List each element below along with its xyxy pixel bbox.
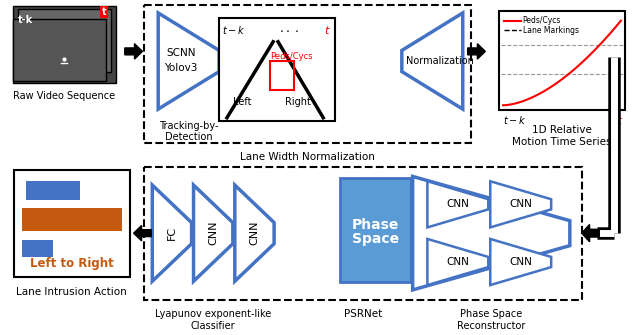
Text: Yolov3: Yolov3 bbox=[164, 63, 198, 73]
Text: CNN: CNN bbox=[208, 221, 218, 246]
Polygon shape bbox=[428, 239, 488, 285]
Polygon shape bbox=[152, 185, 191, 281]
Bar bbox=[18, 9, 111, 72]
Text: Normalization: Normalization bbox=[406, 56, 474, 66]
Polygon shape bbox=[193, 185, 233, 281]
Text: $t-k$: $t-k$ bbox=[503, 114, 527, 126]
Text: $\cdot\cdot\cdot$: $\cdot\cdot\cdot$ bbox=[278, 24, 299, 38]
Text: CNN: CNN bbox=[250, 221, 259, 246]
Text: PSRNet: PSRNet bbox=[344, 309, 382, 319]
Bar bbox=[145, 167, 582, 299]
Text: FC: FC bbox=[167, 226, 177, 240]
Bar bbox=[22, 240, 53, 257]
Polygon shape bbox=[428, 181, 488, 227]
Bar bbox=[26, 181, 79, 200]
Text: Lane Markings: Lane Markings bbox=[523, 26, 579, 35]
Polygon shape bbox=[235, 185, 274, 281]
Polygon shape bbox=[413, 177, 570, 290]
Bar bbox=[499, 11, 625, 110]
Bar bbox=[219, 18, 335, 121]
Polygon shape bbox=[490, 239, 551, 285]
Text: Lane Intrusion Action: Lane Intrusion Action bbox=[17, 287, 127, 297]
Text: CNN: CNN bbox=[446, 199, 469, 209]
Bar bbox=[22, 208, 122, 231]
Polygon shape bbox=[125, 44, 143, 59]
Text: Left to Right: Left to Right bbox=[30, 257, 113, 270]
Bar bbox=[270, 61, 294, 90]
Text: Left: Left bbox=[233, 97, 252, 107]
Text: $t$: $t$ bbox=[324, 24, 331, 37]
Text: t-k: t-k bbox=[18, 14, 33, 24]
Text: Peds/Cycs: Peds/Cycs bbox=[523, 16, 561, 25]
Text: SCNN: SCNN bbox=[166, 48, 196, 58]
Text: Phase Space
Reconstructor: Phase Space Reconstructor bbox=[457, 309, 525, 331]
Text: Peds/Cycs: Peds/Cycs bbox=[270, 52, 313, 61]
Text: $t-k$: $t-k$ bbox=[222, 24, 246, 37]
Bar bbox=[145, 5, 470, 143]
Bar bbox=[13, 19, 106, 81]
Bar bbox=[340, 178, 411, 282]
Polygon shape bbox=[134, 225, 151, 241]
Text: CNN: CNN bbox=[509, 257, 532, 267]
Text: CNN: CNN bbox=[446, 257, 469, 267]
Text: CNN: CNN bbox=[509, 199, 532, 209]
Text: Phase: Phase bbox=[351, 217, 399, 231]
Text: t: t bbox=[102, 7, 106, 17]
Bar bbox=[13, 170, 130, 277]
Polygon shape bbox=[490, 181, 551, 227]
Text: $t$: $t$ bbox=[617, 114, 623, 126]
Text: 1D Relative
Motion Time Series: 1D Relative Motion Time Series bbox=[512, 125, 612, 147]
Bar bbox=[13, 6, 116, 83]
Polygon shape bbox=[468, 44, 485, 59]
Polygon shape bbox=[158, 13, 219, 109]
Text: Tracking-by-
Detection: Tracking-by- Detection bbox=[159, 121, 218, 142]
Text: Lane Width Normalization: Lane Width Normalization bbox=[240, 152, 375, 162]
Polygon shape bbox=[582, 224, 599, 242]
Text: Space: Space bbox=[352, 232, 399, 246]
Polygon shape bbox=[402, 13, 463, 109]
Text: Lyapunov exponent-like
Classifier: Lyapunov exponent-like Classifier bbox=[155, 309, 271, 331]
Text: Raw Video Sequence: Raw Video Sequence bbox=[13, 91, 115, 101]
Text: Right: Right bbox=[285, 97, 311, 107]
